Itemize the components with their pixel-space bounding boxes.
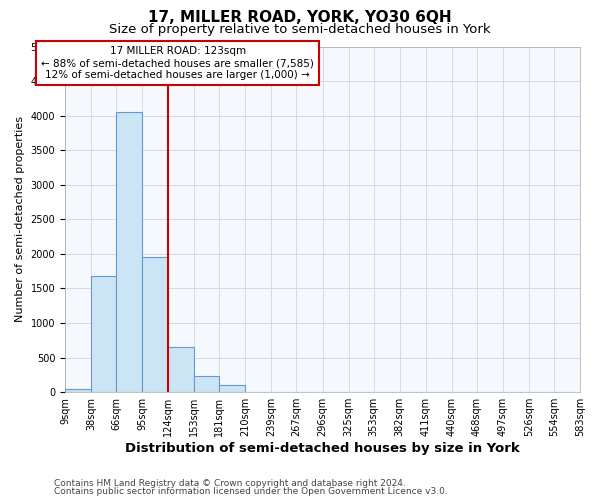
Text: 17 MILLER ROAD: 123sqm
← 88% of semi-detached houses are smaller (7,585)
12% of : 17 MILLER ROAD: 123sqm ← 88% of semi-det… <box>41 46 314 80</box>
Text: Contains HM Land Registry data © Crown copyright and database right 2024.: Contains HM Land Registry data © Crown c… <box>54 478 406 488</box>
Y-axis label: Number of semi-detached properties: Number of semi-detached properties <box>15 116 25 322</box>
Text: Contains public sector information licensed under the Open Government Licence v3: Contains public sector information licen… <box>54 487 448 496</box>
Text: 17, MILLER ROAD, YORK, YO30 6QH: 17, MILLER ROAD, YORK, YO30 6QH <box>148 10 452 25</box>
Bar <box>220 386 245 392</box>
Bar <box>91 276 116 392</box>
X-axis label: Distribution of semi-detached houses by size in York: Distribution of semi-detached houses by … <box>125 442 520 455</box>
Text: Size of property relative to semi-detached houses in York: Size of property relative to semi-detach… <box>109 22 491 36</box>
Bar <box>142 258 168 392</box>
Bar <box>194 376 220 392</box>
Bar <box>65 389 91 392</box>
Bar <box>116 112 142 392</box>
Bar <box>168 346 194 392</box>
